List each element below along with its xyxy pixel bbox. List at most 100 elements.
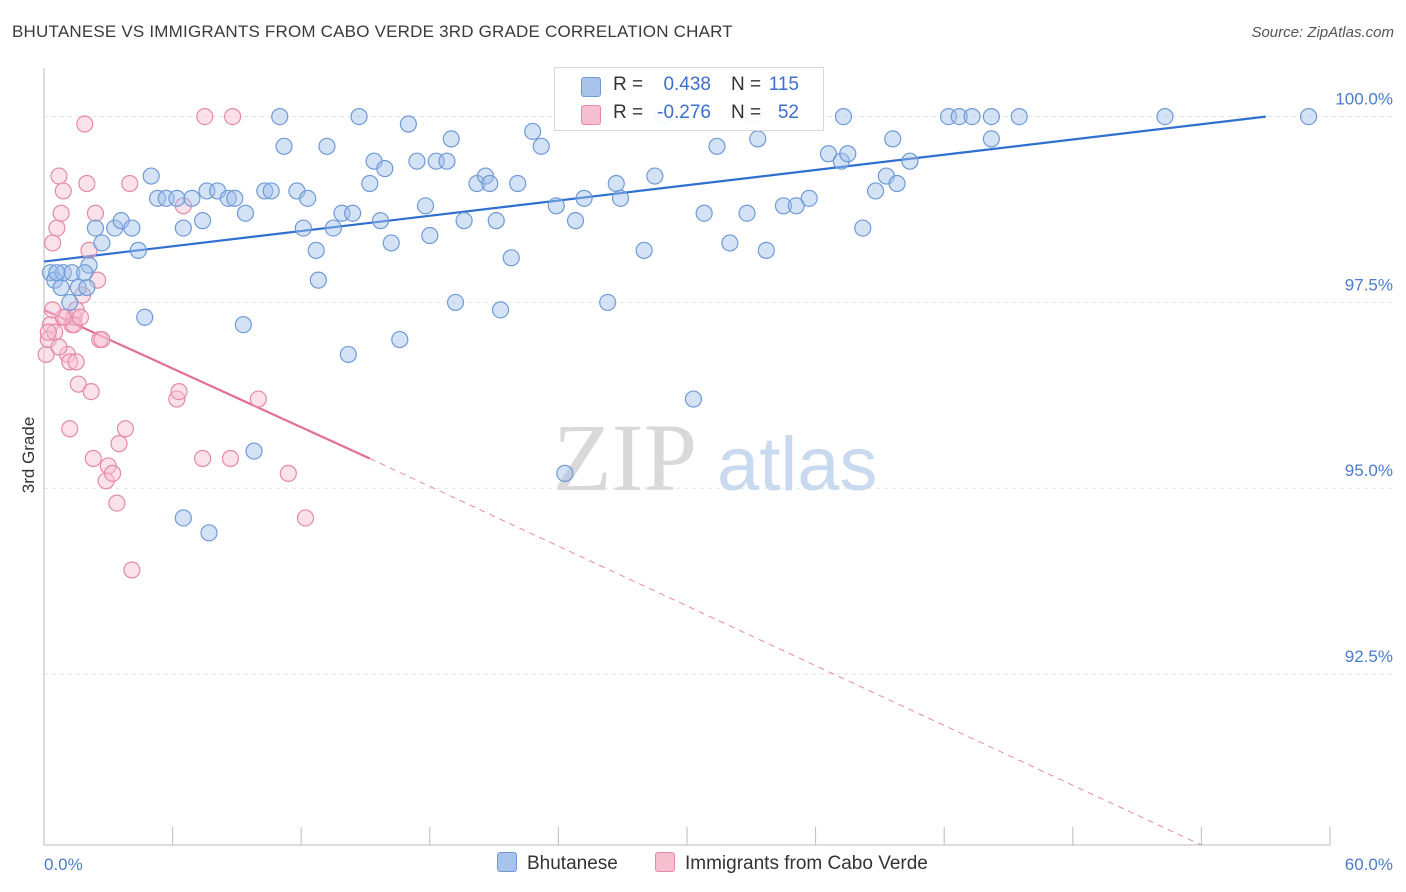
point-cabo-verde	[43, 301, 62, 319]
point-bhutanese	[234, 316, 252, 334]
point-bhutanese	[982, 130, 1000, 148]
point-cabo-verde	[39, 323, 57, 341]
legend-swatch-blue	[581, 77, 601, 97]
point-bhutanese	[382, 234, 400, 252]
legend-item-cabo-verde[interactable]: Immigrants from Cabo Verde	[655, 852, 928, 876]
trend-line-cabo-verde-extension	[369, 458, 1202, 846]
point-bhutanese	[86, 219, 105, 237]
point-bhutanese	[532, 137, 550, 155]
point-bhutanese	[63, 264, 81, 282]
point-bhutanese	[299, 189, 317, 207]
point-bhutanese	[52, 278, 70, 297]
point-bhutanese	[566, 212, 585, 230]
point-bhutanese	[271, 107, 289, 126]
correlation-legend: R = 0.438 N = 115 R = -0.276 N = 52	[554, 67, 824, 131]
point-cabo-verde	[52, 204, 70, 222]
point-bhutanese	[787, 197, 805, 215]
point-bhutanese	[749, 130, 767, 148]
point-bhutanese	[950, 107, 968, 126]
point-bhutanese	[168, 189, 186, 207]
legend-row-bhutanese: R = 0.438 N = 115	[555, 71, 823, 101]
point-bhutanese	[129, 241, 147, 259]
point-bhutanese	[275, 137, 293, 155]
point-bhutanese	[982, 107, 1000, 126]
point-bhutanese	[774, 197, 793, 215]
legend-label-cabo-verde: Immigrants from Cabo Verde	[685, 853, 928, 874]
point-bhutanese	[487, 212, 505, 230]
point-cabo-verde	[123, 561, 141, 579]
point-bhutanese	[695, 204, 713, 222]
point-cabo-verde	[194, 449, 212, 468]
point-bhutanese	[524, 122, 542, 141]
point-bhutanese	[721, 234, 739, 252]
point-bhutanese	[194, 212, 212, 230]
point-cabo-verde	[71, 308, 90, 326]
point-cabo-verde	[103, 464, 122, 482]
y-tick-label: 97.5%	[1345, 275, 1393, 294]
series-cabo-verde-points	[37, 107, 315, 579]
point-cabo-verde	[61, 353, 79, 371]
point-bhutanese	[309, 271, 327, 289]
point-bhutanese	[611, 189, 630, 207]
point-cabo-verde	[76, 115, 94, 133]
legend-item-bhutanese[interactable]: Bhutanese	[497, 852, 618, 876]
point-bhutanese	[1299, 107, 1318, 126]
point-cabo-verde	[108, 494, 126, 512]
point-bhutanese	[442, 130, 460, 148]
point-cabo-verde	[249, 390, 267, 408]
point-cabo-verde	[296, 509, 315, 527]
series-bhutanese-points	[41, 107, 1318, 542]
tick-labels: 92.5% 95.0% 97.5% 100.0% 0.0% 60.0%	[44, 90, 1393, 874]
point-cabo-verde	[54, 182, 72, 200]
point-bhutanese	[262, 182, 280, 200]
point-bhutanese	[635, 241, 653, 259]
point-bhutanese	[963, 107, 981, 126]
point-bhutanese	[819, 145, 838, 163]
point-bhutanese	[226, 189, 244, 207]
point-bhutanese	[884, 130, 902, 148]
point-bhutanese	[556, 464, 574, 482]
point-cabo-verde	[67, 353, 85, 371]
point-bhutanese	[684, 390, 703, 408]
point-bhutanese	[174, 219, 192, 237]
legend-row-cabo-verde: R = -0.276 N = 52	[555, 99, 823, 129]
point-bhutanese	[294, 219, 312, 237]
point-cabo-verde	[110, 435, 128, 453]
point-bhutanese	[599, 293, 617, 312]
point-cabo-verde	[221, 449, 240, 468]
point-bhutanese	[867, 182, 885, 200]
legend-n-value: 115	[768, 74, 799, 95]
legend-swatch-pink	[655, 852, 675, 872]
point-cabo-verde	[37, 345, 55, 364]
point-bhutanese	[174, 509, 192, 527]
point-bhutanese	[48, 264, 66, 282]
point-cabo-verde	[224, 107, 242, 126]
point-bhutanese	[350, 107, 368, 126]
point-bhutanese	[76, 264, 94, 282]
point-cabo-verde	[50, 167, 68, 185]
point-bhutanese	[219, 189, 237, 207]
chart-title: BHUTANESE VS IMMIGRANTS FROM CABO VERDE …	[12, 22, 733, 41]
point-bhutanese	[547, 197, 565, 215]
point-bhutanese	[339, 345, 357, 364]
point-cabo-verde	[48, 219, 66, 237]
point-bhutanese	[183, 189, 201, 207]
point-bhutanese	[416, 197, 435, 215]
x-tick-label: 0.0%	[44, 855, 83, 874]
point-bhutanese	[757, 241, 775, 259]
point-bhutanese	[502, 249, 520, 267]
point-cabo-verde	[61, 420, 79, 438]
point-bhutanese	[93, 234, 111, 252]
point-bhutanese	[575, 189, 593, 207]
point-bhutanese	[399, 115, 417, 133]
point-bhutanese	[607, 174, 625, 193]
point-cabo-verde	[93, 330, 111, 349]
y-axis-label: 3rd Grade	[19, 417, 38, 494]
point-cabo-verde	[69, 375, 87, 393]
point-cabo-verde	[84, 449, 102, 468]
watermark-atlas: atlas	[717, 422, 878, 507]
point-bhutanese	[391, 330, 409, 349]
watermark-zip: ZIP	[553, 404, 697, 511]
legend-n-value: 52	[777, 102, 799, 123]
point-bhutanese	[142, 167, 160, 185]
